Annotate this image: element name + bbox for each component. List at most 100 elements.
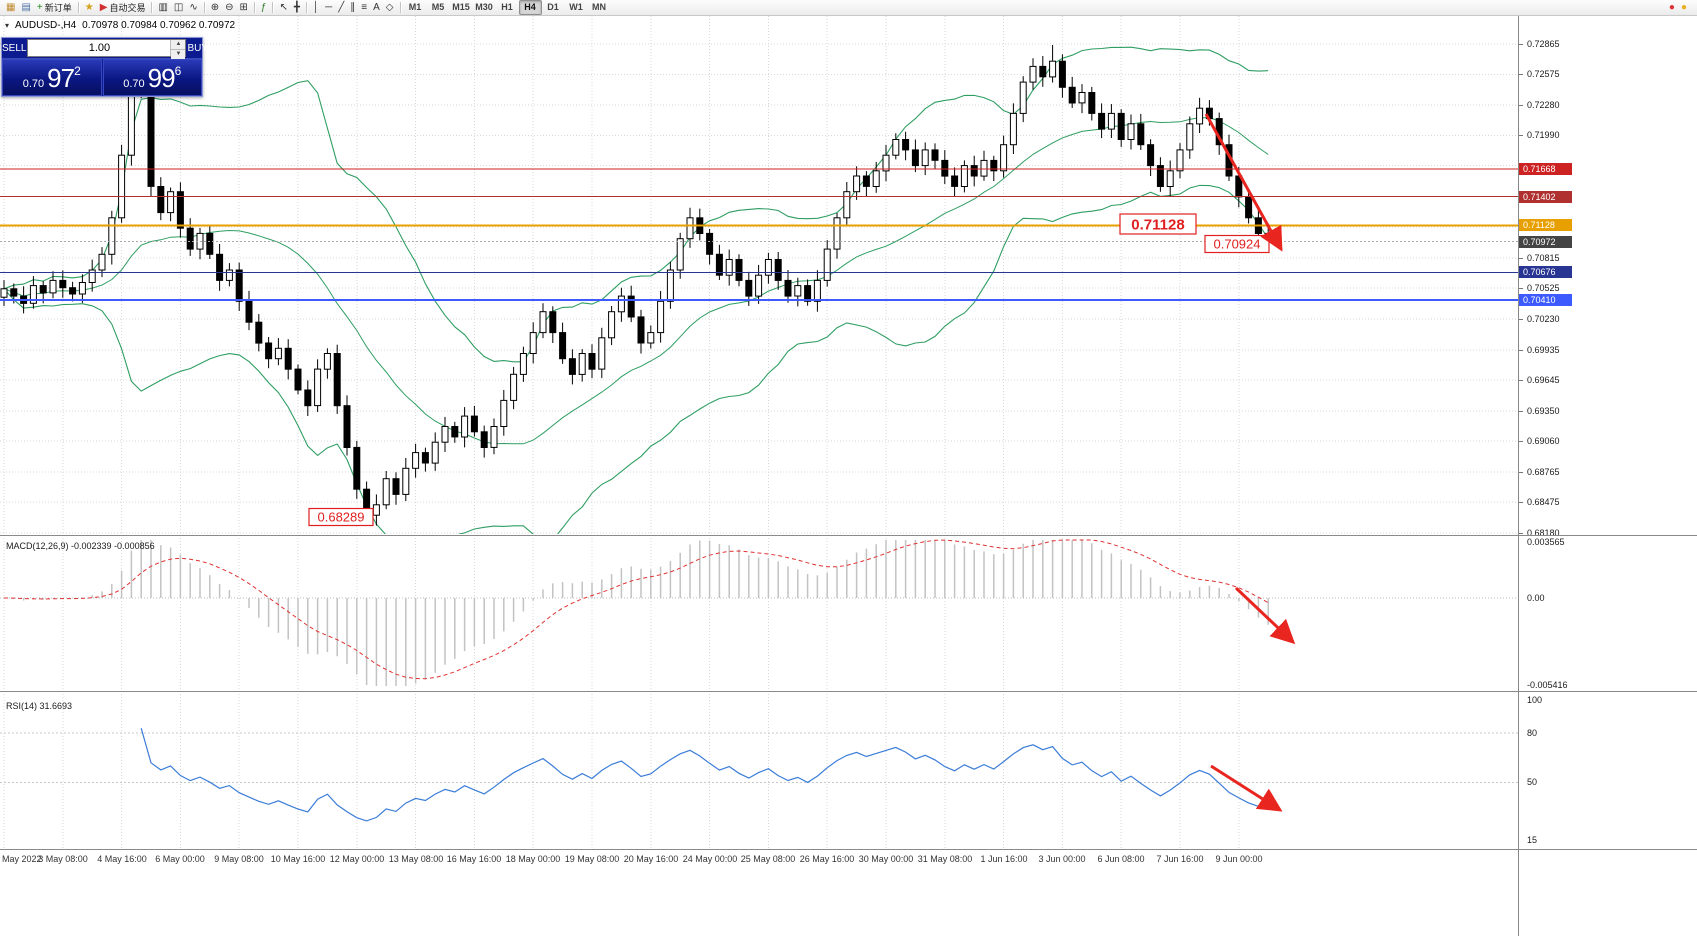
- price-tag: 0.70676: [1519, 266, 1572, 278]
- price-scale-label: 0.68475: [1527, 497, 1560, 507]
- buy-price-big: 99: [147, 62, 176, 93]
- crosshair-icon[interactable]: ╋: [293, 1, 300, 13]
- new-order-button[interactable]: + 新订单: [36, 1, 72, 13]
- price-scale-tick: [1519, 411, 1523, 412]
- time-label: 6 May 00:00: [155, 854, 205, 864]
- vertical-line-icon[interactable]: │: [312, 1, 320, 13]
- line-chart-icon[interactable]: ∿: [189, 1, 198, 13]
- toolbar-right-group: ● ●: [1666, 1, 1690, 15]
- volume-decrease-button[interactable]: ▼: [171, 50, 186, 59]
- volume-input[interactable]: [28, 40, 171, 56]
- volume-field: ▲ ▼: [27, 39, 187, 59]
- price-scale-tick: [1519, 319, 1523, 320]
- price-scale-label: 0.70525: [1527, 283, 1560, 293]
- price-scale-tick: [1519, 44, 1523, 45]
- panel-separator: [1519, 849, 1697, 850]
- timeframe-m15-button[interactable]: M15: [452, 2, 470, 12]
- toolbar: ▦ ▤ + 新订单 ★ ▶ 自动交易 ▥ ◫ ∿ ⊕ ⊖ ⊞ ƒ ↖ ╋ │ ─ ╱ ∥ ≡ A ◇ M1 M5 M15 M30 H1…: [0, 0, 1697, 16]
- time-label: 3 Jun 00:00: [1038, 854, 1086, 864]
- time-label: 7 Jun 16:00: [1156, 854, 1204, 864]
- price-scale-tick: [1519, 502, 1523, 503]
- time-label: 18 May 00:00: [505, 854, 561, 864]
- price-scale[interactable]: 0.72865 0.72575 0.72280 0.71990 0.70815 0.705…: [1518, 16, 1697, 936]
- trendline-icon[interactable]: ╱: [338, 1, 345, 13]
- alert-red-icon[interactable]: ●: [1668, 1, 1675, 13]
- price-scale-tick: [1519, 135, 1523, 136]
- candlestick-chart-icon[interactable]: ◫: [173, 1, 184, 13]
- arrows-icon[interactable]: ◇: [385, 1, 394, 13]
- time-label: 1 Jun 16:00: [980, 854, 1028, 864]
- toolbar-separator: [253, 2, 255, 13]
- rsi-scale-label: 80: [1527, 728, 1538, 738]
- price-tag: 0.70410: [1519, 294, 1572, 306]
- zoom-in-icon[interactable]: ⊕: [210, 1, 220, 13]
- sell-button[interactable]: 0.70 97 2: [2, 59, 102, 96]
- price-scale-label: 0.68180: [1527, 528, 1560, 538]
- timeframe-w1-button[interactable]: W1: [569, 2, 583, 12]
- price-scale-tick: [1519, 380, 1523, 381]
- time-label: 26 May 16:00: [799, 854, 855, 864]
- profiles-icon[interactable]: ▤: [21, 1, 31, 13]
- buy-button[interactable]: 0.70 99 6: [102, 59, 202, 96]
- time-label: 25 May 08:00: [740, 854, 796, 864]
- time-label: 10 May 16:00: [270, 854, 326, 864]
- toolbar-separator: [151, 2, 153, 13]
- chart-area[interactable]: 0.71128 0.70924 0.68289: [0, 0, 1518, 870]
- price-scale-label: 0.69060: [1527, 436, 1560, 446]
- rsi-scale-label: 100: [1527, 695, 1543, 705]
- time-label: 6 Jun 08:00: [1097, 854, 1145, 864]
- horizontal-line-icon[interactable]: ─: [325, 1, 333, 13]
- svg-text:0.68289: 0.68289: [318, 510, 365, 525]
- price-scale-label: 0.70815: [1527, 253, 1560, 263]
- price-scale-tick: [1519, 533, 1523, 534]
- buy-price-pip: 6: [174, 64, 182, 78]
- auto-trading-button[interactable]: ▶ 自动交易: [99, 1, 146, 13]
- panel-separator: [1519, 535, 1697, 536]
- time-label: 4 May 16:00: [97, 854, 147, 864]
- price-scale-tick: [1519, 472, 1523, 473]
- timeframe-h4-button[interactable]: H4: [518, 0, 542, 15]
- time-label: 20 May 16:00: [623, 854, 679, 864]
- price-scale-label: 0.69350: [1527, 406, 1560, 416]
- zoom-out-icon[interactable]: ⊖: [225, 1, 234, 13]
- channel-icon[interactable]: ∥: [350, 1, 356, 13]
- rsi-label: RSI(14) 31.6693: [6, 701, 73, 711]
- price-scale-label: 0.71990: [1527, 130, 1560, 140]
- bars-chart-icon[interactable]: ▥: [158, 1, 168, 13]
- volume-spinner: ▲ ▼: [170, 40, 186, 59]
- volume-increase-button[interactable]: ▲: [171, 40, 186, 50]
- price-tag: 0.71402: [1519, 191, 1572, 203]
- toolbar-separator: [272, 2, 274, 13]
- price-scale-tick: [1519, 74, 1523, 75]
- price-tag: 0.71668: [1519, 163, 1572, 175]
- timeframe-m1-button[interactable]: M1: [408, 2, 422, 12]
- tile-windows-icon[interactable]: ⊞: [239, 1, 248, 13]
- time-label: 9 Jun 00:00: [1215, 854, 1263, 864]
- time-label: 3 May 08:00: [38, 854, 88, 864]
- price-scale-label: 0.68765: [1527, 467, 1560, 477]
- time-label: May 2022: [2, 854, 42, 864]
- macd-label: MACD(12,26,9) -0.002339 -0.000856: [6, 541, 155, 551]
- timeframe-h1-button[interactable]: H1: [501, 2, 513, 12]
- sell-price-big: 97: [47, 62, 75, 93]
- favorites-icon[interactable]: ★: [84, 1, 94, 13]
- price-scale-tick: [1519, 258, 1523, 259]
- cursor-icon[interactable]: ↖: [279, 1, 288, 13]
- time-label: 16 May 16:00: [446, 854, 502, 864]
- one-click-collapse-icon[interactable]: ▾: [5, 21, 10, 30]
- fibonacci-icon[interactable]: ≡: [361, 1, 368, 13]
- alert-yellow-icon[interactable]: ●: [1680, 1, 1687, 13]
- timeframe-d1-button[interactable]: D1: [547, 2, 559, 12]
- timeframe-mn-button[interactable]: MN: [592, 2, 606, 12]
- indicators-icon[interactable]: ƒ: [260, 1, 267, 13]
- timeframe-m30-button[interactable]: M30: [475, 2, 493, 12]
- price-tag: 0.71128: [1519, 219, 1572, 231]
- timeframe-m5-button[interactable]: M5: [431, 2, 445, 12]
- new-chart-icon[interactable]: ▦: [6, 1, 16, 13]
- time-axis[interactable]: May 2022 3 May 08:00 4 May 16:00 6 May 00:0…: [0, 850, 1518, 870]
- text-icon[interactable]: A: [373, 1, 380, 13]
- buy-label: BUY: [187, 42, 209, 54]
- buy-price-prefix: 0.70: [123, 78, 145, 90]
- price-scale-label: 0.69645: [1527, 375, 1560, 385]
- macd-scale-label: 0.003565: [1527, 537, 1565, 547]
